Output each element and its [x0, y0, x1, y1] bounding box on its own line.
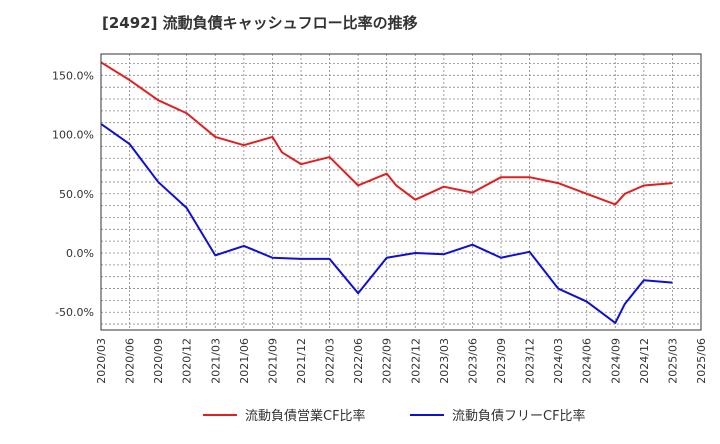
axes: 2020/03 2020/06 2020/09 2020/12 2021/03 2021/…	[52, 53, 708, 384]
x-tick-label: 2023/06	[466, 338, 479, 384]
x-tick-label: 2025/03	[666, 338, 679, 384]
plot-area	[101, 54, 701, 330]
x-tick-label: 2024/03	[552, 338, 565, 384]
x-tick-label: 2022/09	[381, 338, 394, 384]
legend: 流動負債営業CF比率 流動負債フリーCF比率	[203, 408, 586, 424]
x-tick-label: 2020/06	[124, 338, 137, 384]
chart-title: [2492] 流動負債キャッシュフロー比率の推移	[102, 14, 418, 32]
x-tick-label: 2024/06	[581, 338, 594, 384]
x-tick-label: 2022/12	[409, 338, 422, 384]
x-tick-label: 2024/12	[638, 338, 651, 384]
x-tick-label: 2021/09	[266, 338, 279, 384]
grid-lines	[101, 54, 701, 330]
x-tick-label: 2023/12	[524, 338, 537, 384]
x-tick-label: 2023/03	[438, 338, 451, 384]
series-line-1	[100, 61, 673, 206]
legend-label-1: 流動負債営業CF比率	[245, 408, 366, 424]
y-tick-label: 100.0%	[52, 129, 94, 142]
y-tick-label: 150.0%	[52, 69, 94, 82]
x-tick-label: 2022/03	[324, 338, 337, 384]
x-tick-label: 2020/03	[95, 338, 108, 384]
x-tick-label: 2021/06	[238, 338, 251, 384]
y-tick-label: 50.0%	[59, 188, 94, 201]
plot-border	[100, 53, 702, 331]
x-tick-label: 2021/12	[295, 338, 308, 384]
x-tick-label: 2020/12	[181, 338, 194, 384]
y-tick-label: 0.0%	[66, 247, 94, 260]
x-tick-label: 2020/09	[152, 338, 165, 384]
y-tick-label: -50.0%	[55, 306, 94, 319]
series-line-2	[100, 123, 673, 324]
x-tick-label: 2024/09	[609, 338, 622, 384]
x-tick-label: 2025/06	[695, 338, 708, 384]
x-tick-label: 2022/06	[352, 338, 365, 384]
x-tick-label: 2021/03	[209, 338, 222, 384]
x-tick-label: 2023/09	[495, 338, 508, 384]
legend-label-2: 流動負債フリーCF比率	[452, 408, 586, 424]
series-lines	[100, 61, 673, 324]
